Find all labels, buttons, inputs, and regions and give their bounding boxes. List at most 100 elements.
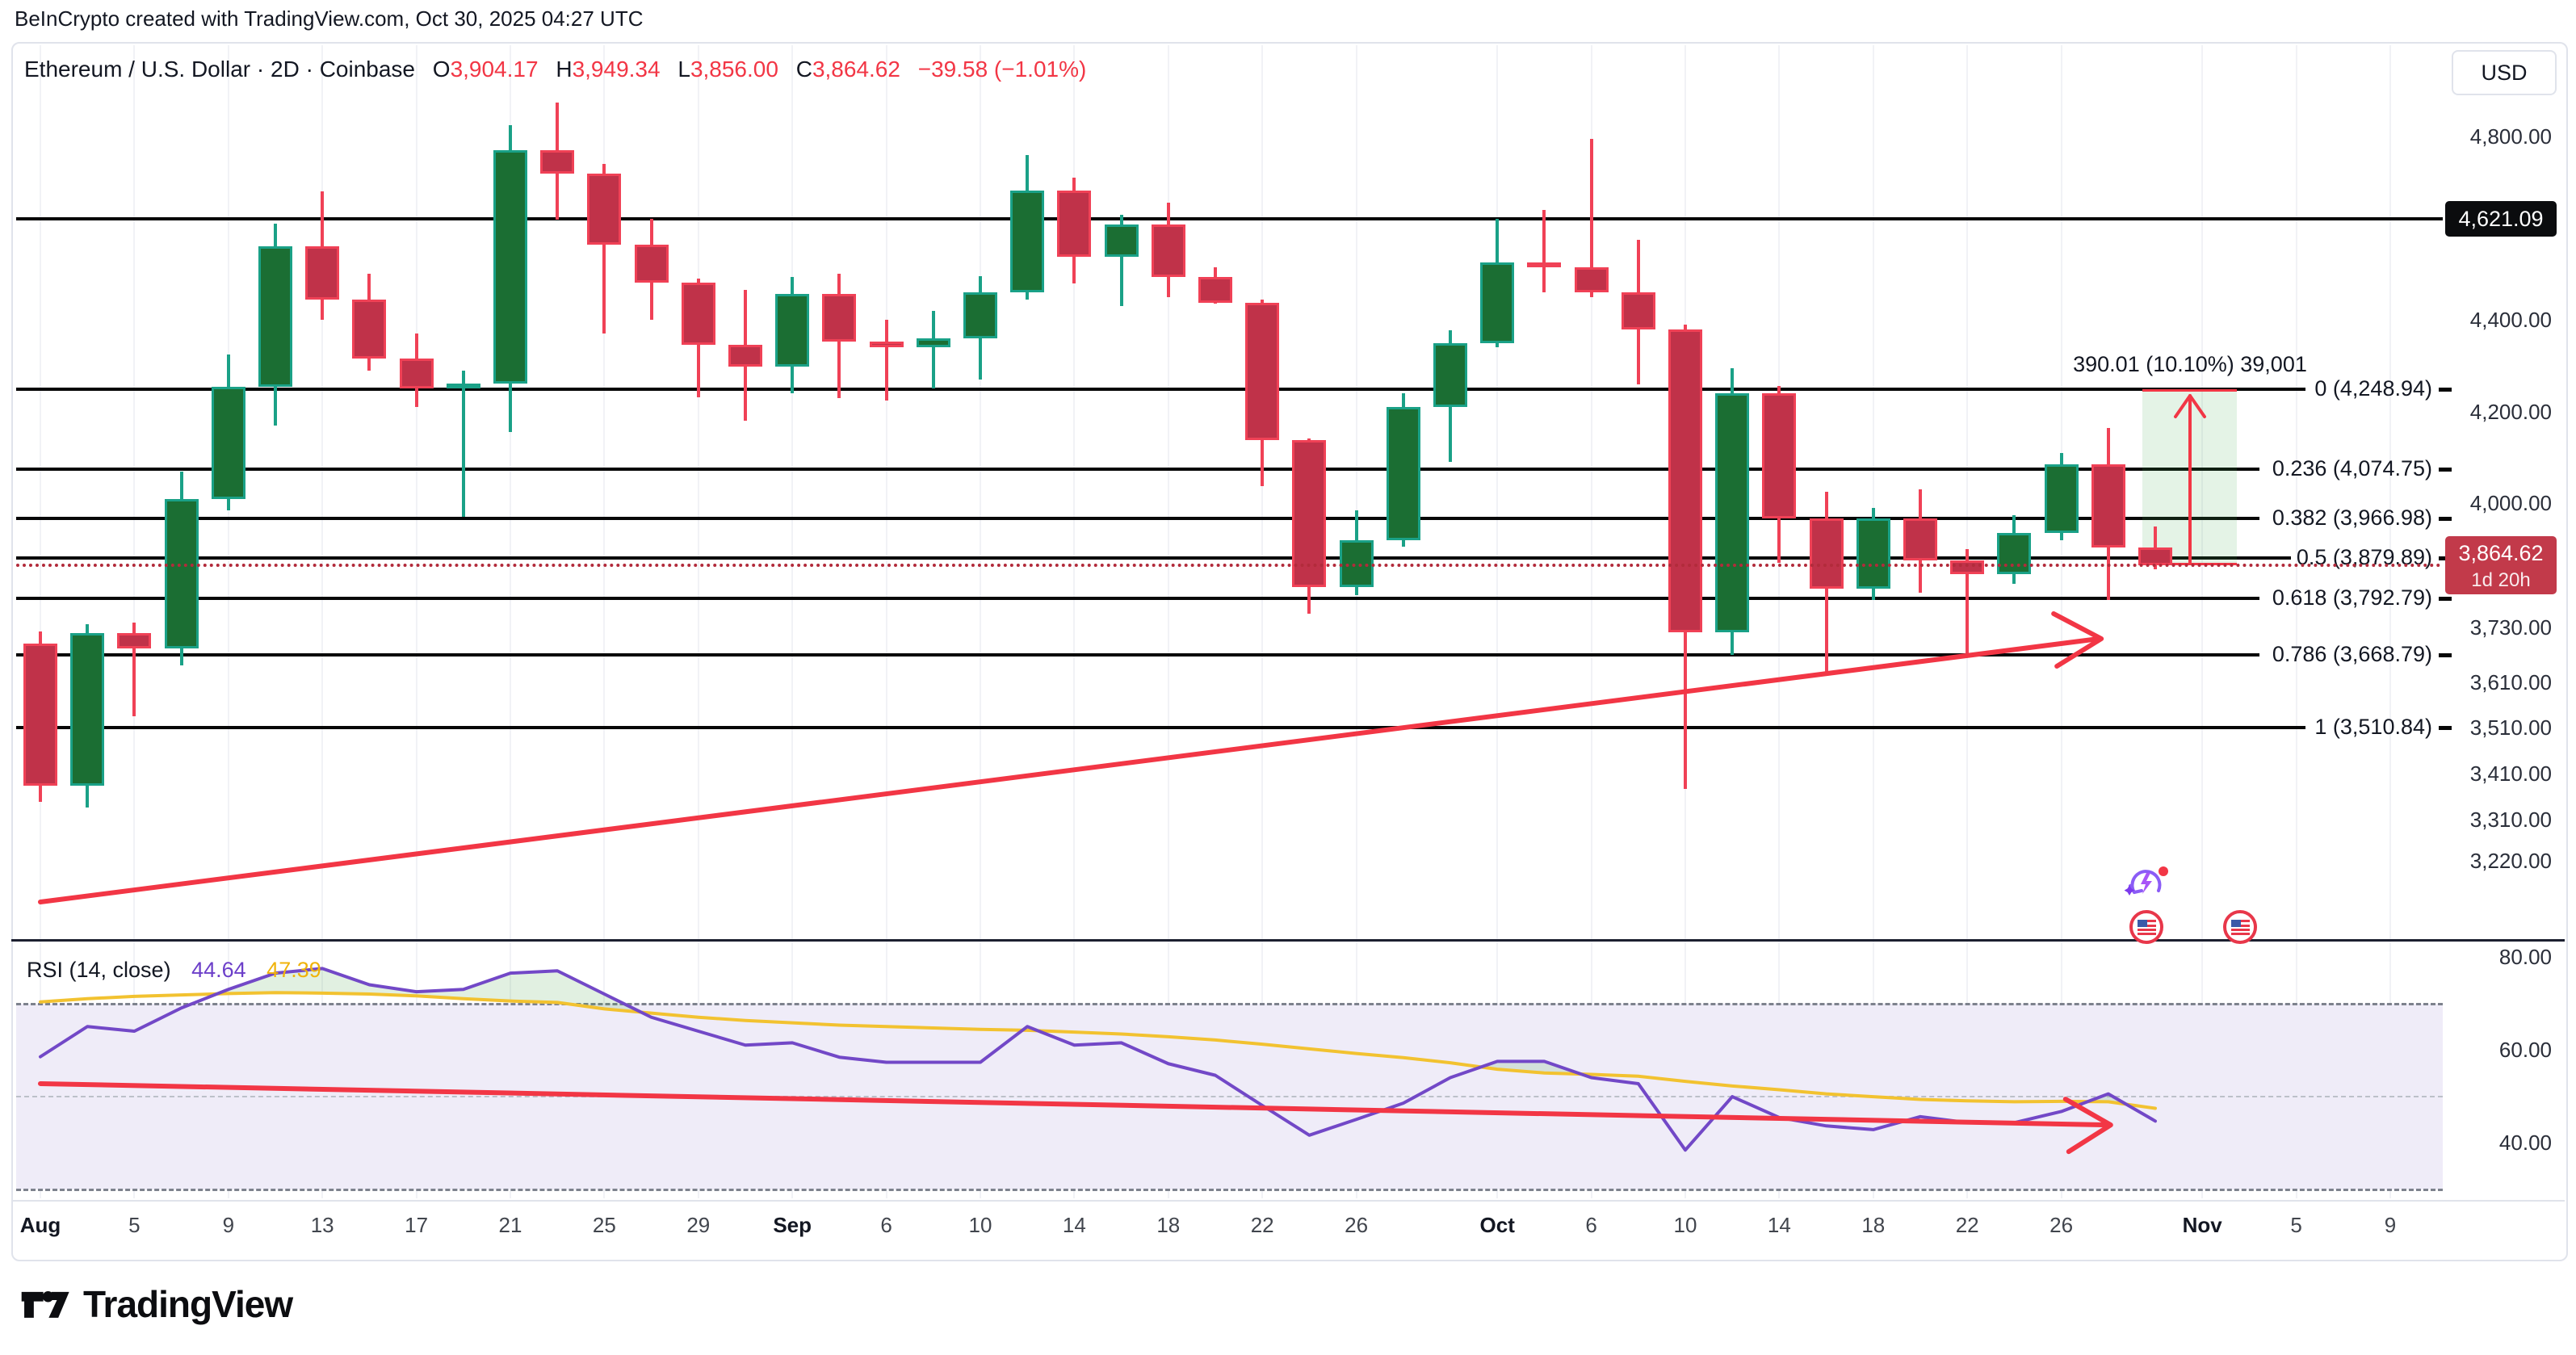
us-economic-event-flag-icon[interactable]: [2221, 908, 2259, 946]
candle-body: [2138, 547, 2172, 565]
gridline-vertical: [697, 45, 699, 1198]
candlestick[interactable]: [1010, 154, 1045, 300]
candle-body: [2044, 464, 2079, 534]
candle-body: [305, 246, 340, 300]
candle-body: [822, 293, 857, 342]
candlestick[interactable]: [1151, 203, 1185, 297]
fib-line[interactable]: [16, 388, 2305, 391]
candlestick[interactable]: [1198, 266, 1232, 304]
candle-wick: [931, 310, 935, 389]
candlestick[interactable]: [258, 224, 292, 426]
fib-line[interactable]: [16, 467, 2259, 471]
candle-body: [1480, 262, 1515, 343]
candlestick[interactable]: [1997, 514, 2032, 584]
candlestick[interactable]: [446, 370, 480, 518]
candlestick[interactable]: [1480, 219, 1515, 348]
rsi-panel-separator[interactable]: [11, 939, 2565, 942]
ai-refresh-sparkle-icon[interactable]: [2123, 862, 2170, 908]
candlestick[interactable]: [117, 622, 152, 717]
candlestick[interactable]: [775, 277, 810, 394]
candlestick[interactable]: [634, 219, 669, 321]
symbol-title[interactable]: Ethereum / U.S. Dollar · 2D · Coinbase: [24, 57, 415, 82]
candlestick[interactable]: [1715, 367, 1750, 655]
candlestick[interactable]: [1762, 385, 1797, 564]
fib-label-tick: [2439, 653, 2452, 658]
resistance-line-4621[interactable]: [16, 216, 2443, 220]
candlestick[interactable]: [1574, 139, 1609, 297]
fib-line[interactable]: [16, 556, 2291, 560]
candlestick[interactable]: [728, 290, 762, 422]
candlestick[interactable]: [1433, 330, 1467, 463]
interval-label[interactable]: 2D: [271, 57, 300, 82]
candlestick[interactable]: [2091, 427, 2125, 600]
price-axis-label: 3,310.00: [2469, 808, 2552, 832]
candlestick[interactable]: [1527, 210, 1562, 293]
us-economic-event-flag-icon[interactable]: [2128, 908, 2165, 946]
gridline-vertical: [2389, 45, 2391, 1198]
candlestick[interactable]: [2044, 452, 2079, 540]
currency-usd-button[interactable]: USD: [2452, 50, 2557, 95]
candlestick[interactable]: [587, 164, 622, 334]
candle-body: [728, 345, 762, 367]
fib-line[interactable]: [16, 653, 2259, 657]
candle-wick: [1589, 139, 1593, 297]
candlestick[interactable]: [352, 274, 387, 371]
exchange-label[interactable]: Coinbase: [319, 57, 415, 82]
candlestick[interactable]: [681, 279, 715, 398]
candlestick[interactable]: [1245, 299, 1280, 486]
rsi-legend[interactable]: RSI (14, close) 44.64 47.39: [27, 958, 321, 983]
rsi-guide-50: [16, 1095, 2443, 1097]
candlestick[interactable]: [211, 354, 245, 510]
candlestick[interactable]: [1903, 489, 1937, 593]
measure-annotation-label[interactable]: 390.01 (10.10%) 39,001: [2073, 352, 2307, 376]
fib-line[interactable]: [16, 725, 2305, 729]
fib-line[interactable]: [16, 517, 2259, 521]
candlestick[interactable]: [23, 631, 57, 802]
candlestick[interactable]: [1057, 178, 1092, 283]
candlestick[interactable]: [1292, 438, 1327, 614]
candlestick[interactable]: [1856, 507, 1890, 600]
candle-body: [1010, 190, 1045, 293]
candle-body: [1386, 407, 1420, 540]
gridline-vertical: [1167, 45, 1169, 1198]
candle-body: [2091, 464, 2125, 547]
candlestick[interactable]: [493, 124, 527, 433]
tradingview-logo[interactable]: TradingView: [20, 1282, 293, 1326]
candlestick[interactable]: [164, 471, 199, 665]
symbol-header[interactable]: Ethereum / U.S. Dollar · 2D · Coinbase O…: [24, 57, 1086, 82]
candlestick[interactable]: [540, 102, 575, 220]
rsi-axis-label: 60.00: [2498, 1038, 2552, 1062]
candlestick[interactable]: [399, 334, 434, 408]
candlestick[interactable]: [2138, 526, 2172, 570]
candlestick[interactable]: [963, 276, 997, 380]
candle-wick: [1966, 549, 1970, 655]
candlestick[interactable]: [869, 320, 904, 401]
candlestick[interactable]: [1339, 510, 1374, 595]
candlestick[interactable]: [305, 191, 340, 321]
candle-body: [258, 246, 292, 387]
candle-body: [1997, 533, 2032, 575]
fib-label: 1 (3,510.84): [2314, 714, 2432, 739]
tradingview-logo-text: TradingView: [83, 1283, 293, 1325]
gridline-vertical: [1073, 45, 1076, 1198]
candlestick[interactable]: [1621, 239, 1655, 384]
candle-body: [587, 173, 622, 245]
candlestick[interactable]: [70, 624, 105, 808]
candlestick[interactable]: [1668, 324, 1702, 789]
candlestick[interactable]: [822, 274, 857, 398]
fib-line[interactable]: [16, 596, 2259, 600]
gridline-vertical: [1778, 45, 1781, 1198]
candlestick[interactable]: [1386, 393, 1420, 547]
time-axis-label: 21: [498, 1213, 522, 1237]
candlestick[interactable]: [1104, 214, 1139, 307]
trendline-price: [38, 636, 2102, 904]
gridline-vertical: [415, 45, 417, 1198]
time-axis-separator[interactable]: [11, 1200, 2565, 1202]
price-axis-label: 3,220.00: [2469, 849, 2552, 874]
candlestick[interactable]: [916, 310, 950, 389]
candle-body: [1574, 266, 1609, 293]
candle-body: [634, 244, 669, 283]
candlestick[interactable]: [1809, 492, 1844, 673]
